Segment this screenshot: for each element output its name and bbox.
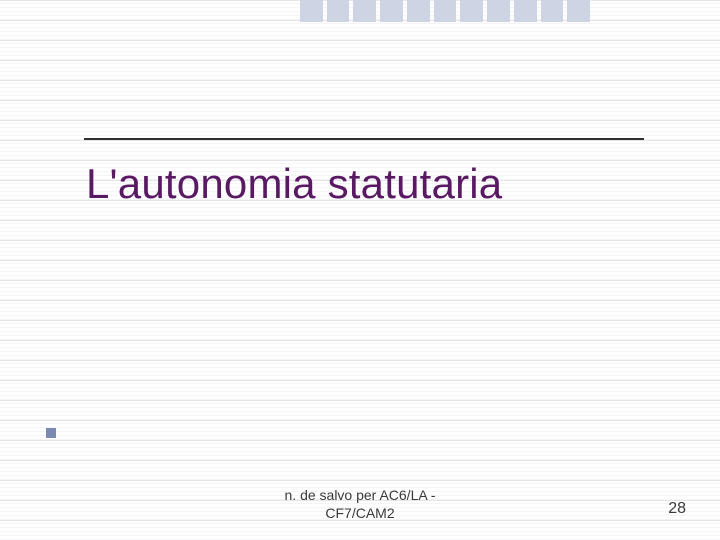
band-segment — [434, 0, 457, 22]
band-segment — [541, 0, 564, 22]
band-segment — [353, 0, 376, 22]
band-segment — [300, 0, 323, 22]
band-segment — [407, 0, 430, 22]
band-segment — [380, 0, 403, 22]
band-segment — [514, 0, 537, 22]
footer-center: n. de salvo per AC6/LA - CF7/CAM2 — [0, 487, 720, 522]
band-segment — [487, 0, 510, 22]
band-segment — [567, 0, 590, 22]
footer-line-2: CF7/CAM2 — [325, 505, 394, 521]
slide-title: L'autonomia statutaria — [86, 160, 502, 208]
band-segment — [460, 0, 483, 22]
title-divider — [84, 138, 644, 140]
top-decorative-band — [300, 0, 590, 22]
page-number: 28 — [668, 500, 686, 518]
slide: L'autonomia statutaria n. de salvo per A… — [0, 0, 720, 540]
band-segment — [327, 0, 350, 22]
footer-line-1: n. de salvo per AC6/LA - — [285, 487, 436, 503]
accent-square — [46, 428, 56, 438]
